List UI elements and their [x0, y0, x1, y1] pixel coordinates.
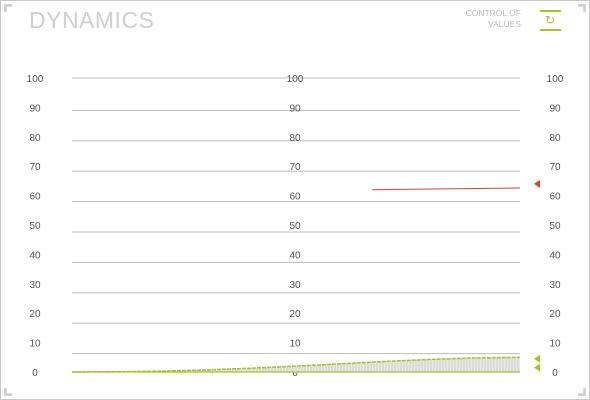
y-tick-label-right: 60 — [549, 192, 561, 203]
y-tick-label-left: 10 — [29, 339, 41, 350]
y-tick-label-center: 90 — [289, 103, 301, 114]
y-tick-label-right: 100 — [547, 74, 564, 85]
y-tick-label-right: 10 — [549, 339, 561, 350]
panel-title: DYNAMICS — [29, 7, 155, 33]
control-of-values-button[interactable]: ↻ — [540, 10, 561, 31]
y-tick-label-center: 0 — [292, 368, 298, 379]
value-marker-green — [534, 363, 540, 372]
refresh-icon: ↻ — [545, 13, 556, 27]
y-tick-label-left: 40 — [29, 250, 41, 261]
y-tick-label-right: 50 — [549, 221, 561, 232]
value-marker-red — [534, 179, 540, 188]
y-tick-label-left: 20 — [29, 309, 41, 320]
y-tick-label-center: 60 — [289, 192, 301, 203]
value-marker-green — [534, 354, 540, 363]
y-tick-label-right: 80 — [549, 133, 561, 144]
y-tick-label-left: 60 — [29, 192, 41, 203]
y-tick-label-right: 20 — [549, 309, 561, 320]
y-tick-label-right: 70 — [549, 162, 561, 173]
y-tick-label-left: 80 — [29, 133, 41, 144]
y-tick-label-center: 50 — [289, 221, 301, 232]
y-tick-label-left: 100 — [27, 74, 44, 85]
y-tick-label-left: 0 — [32, 368, 38, 379]
y-tick-label-left: 50 — [29, 221, 41, 232]
y-tick-label-right: 90 — [549, 103, 561, 114]
control-of-values-label: CONTROL OF VALUES — [465, 8, 521, 29]
series-line-red — [372, 187, 521, 191]
y-tick-label-center: 100 — [287, 74, 304, 85]
y-tick-label-center: 20 — [289, 309, 301, 320]
button-bar-bottom — [540, 29, 561, 31]
y-tick-label-right: 30 — [549, 280, 561, 291]
y-tick-label-center: 40 — [289, 250, 301, 261]
y-tick-label-left: 30 — [29, 280, 41, 291]
y-tick-label-left: 90 — [29, 103, 41, 114]
series-line-green — [71, 356, 521, 373]
y-tick-label-center: 10 — [289, 339, 301, 350]
y-tick-label-center: 80 — [289, 133, 301, 144]
y-tick-label-center: 70 — [289, 162, 301, 173]
button-bar-top — [540, 10, 561, 12]
y-tick-label-right: 0 — [552, 368, 558, 379]
y-tick-label-left: 70 — [29, 162, 41, 173]
y-tick-label-center: 30 — [289, 280, 301, 291]
y-tick-label-right: 40 — [549, 250, 561, 261]
